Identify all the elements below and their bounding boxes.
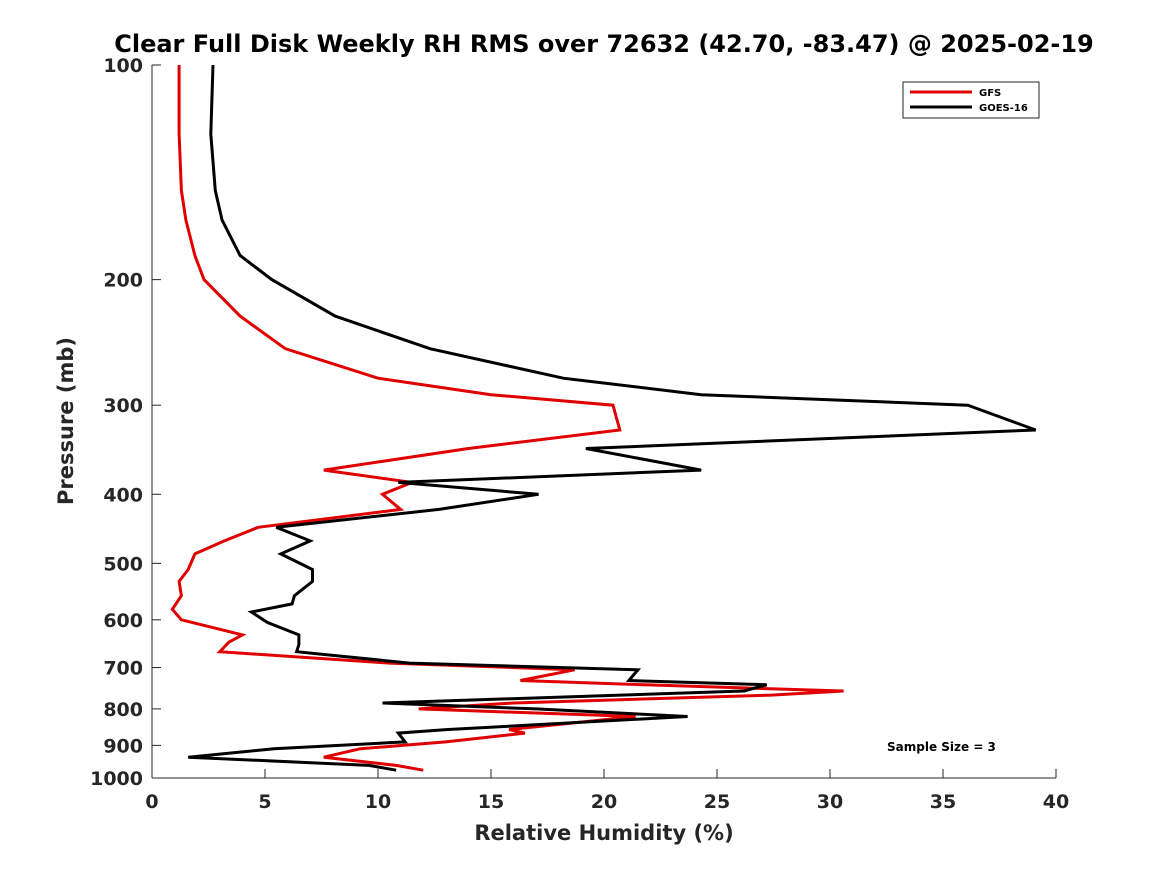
x-tick-label: 15 <box>478 791 504 813</box>
y-tick-label: 500 <box>103 553 143 575</box>
sample-size-annotation: Sample Size = 3 <box>887 740 996 754</box>
y-ticks: 100 200 300 400 500 600 700 800 900 1000 <box>90 55 161 790</box>
x-tick-label: 35 <box>930 791 956 813</box>
legend-label-goes16: GOES-16 <box>979 103 1028 114</box>
y-tick-label: 600 <box>103 610 143 632</box>
legend-box <box>902 81 1040 119</box>
y-tick-label: 900 <box>103 735 143 757</box>
x-ticks: 0 5 10 15 20 25 30 35 40 <box>145 769 1069 813</box>
legend: GFS GOES-16 <box>902 81 1040 119</box>
y-tick-label: 700 <box>103 658 143 680</box>
y-tick-label: 400 <box>103 484 143 506</box>
y-tick-label: 100 <box>103 55 143 77</box>
series-line-gfs <box>170 65 844 772</box>
x-tick-label: 40 <box>1043 791 1069 813</box>
legend-label-gfs: GFS <box>979 88 1001 99</box>
series-line-goes-16 <box>188 64 1037 772</box>
x-tick-label: 0 <box>145 791 158 813</box>
y-tick-label: 300 <box>103 395 143 417</box>
x-tick-label: 30 <box>817 791 843 813</box>
chart-title: Clear Full Disk Weekly RH RMS over 72632… <box>114 30 1094 58</box>
x-tick-label: 25 <box>704 791 730 813</box>
y-axis-label: Pressure (mb) <box>54 337 78 505</box>
x-tick-label: 5 <box>258 791 271 813</box>
plot-background <box>152 65 1056 778</box>
x-tick-label: 10 <box>365 791 391 813</box>
y-tick-label: 200 <box>103 270 143 292</box>
series-layer <box>170 64 1037 772</box>
x-axis-label: Relative Humidity (%) <box>474 821 733 845</box>
y-tick-label: 1000 <box>90 768 143 790</box>
y-tick-label: 800 <box>103 699 143 721</box>
x-tick-label: 20 <box>591 791 617 813</box>
